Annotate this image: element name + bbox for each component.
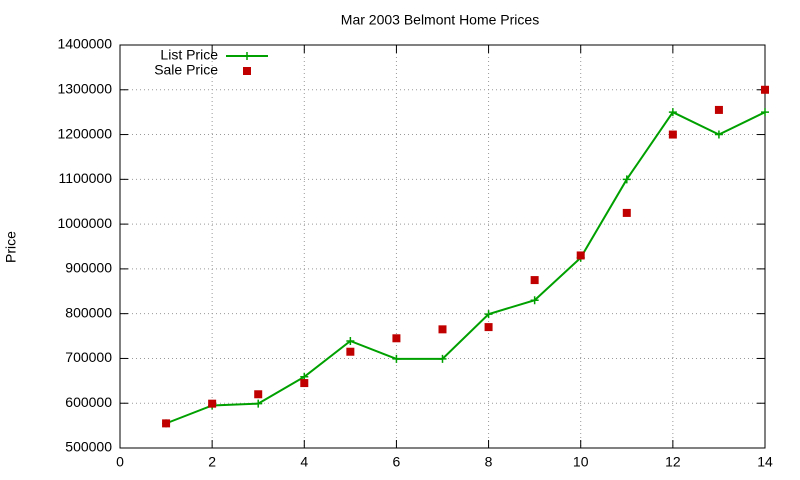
data-point [346,347,355,356]
legend-marker [243,52,251,60]
y-tick-label: 500000 [65,439,112,455]
x-tick-label: 14 [757,454,773,470]
data-point [576,251,585,260]
data-point [484,323,493,332]
data-point [392,334,401,343]
y-tick-label: 1400000 [57,36,112,52]
data-point [761,85,769,94]
y-axis-label: Price [3,231,19,263]
data-point [714,105,723,114]
x-tick-label: 8 [485,454,493,470]
x-tick-label: 10 [573,454,589,470]
y-tick-label: 1200000 [57,125,112,141]
chart-title: Mar 2003 Belmont Home Prices [341,12,539,28]
data-point [668,130,677,139]
y-tick-label: 1100000 [59,170,113,186]
x-tick-label: 4 [300,454,308,470]
y-tick-label: 900000 [65,260,112,276]
data-point [346,336,355,345]
series-line [165,110,766,425]
y-tick-label: 1300000 [57,80,112,96]
data-point [668,108,677,117]
data-point [484,310,493,319]
y-tick-label: 600000 [65,394,112,410]
y-tick-label: 800000 [65,304,112,320]
data-point [530,276,539,285]
data-point [438,354,447,363]
data-point [300,379,309,388]
data-point [622,175,631,184]
data-point [761,108,769,117]
data-point [622,208,631,217]
data-point [254,399,263,408]
x-tick-label: 2 [208,454,216,470]
y-tick-label: 700000 [65,349,112,365]
data-point [208,399,217,408]
data-point [714,130,723,139]
data-point [162,419,171,428]
legend-marker [243,67,251,75]
y-tick-label: 1000000 [57,215,112,231]
data-point [392,354,401,363]
legend-label: List Price [160,47,218,63]
legend-label: Sale Price [154,62,218,78]
x-tick-label: 12 [665,454,681,470]
data-point [438,325,447,334]
x-tick-label: 0 [116,454,124,470]
data-point [254,390,263,399]
x-tick-label: 6 [393,454,401,470]
data-point [530,296,539,305]
plot-frame [119,44,766,449]
